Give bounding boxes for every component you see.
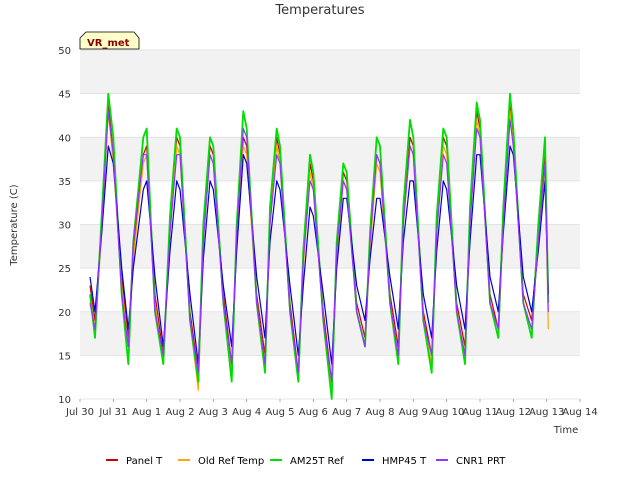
series-lines bbox=[89, 92, 550, 400]
x-tick-label: Aug 5 bbox=[265, 407, 294, 418]
x-tick-label: Aug 14 bbox=[562, 407, 597, 418]
legend-item: Old Ref Temp bbox=[178, 456, 264, 467]
x-tick-label: Aug 11 bbox=[462, 407, 497, 418]
x-tick-label: Aug 1 bbox=[132, 407, 161, 418]
x-tick-label: Aug 7 bbox=[332, 407, 361, 418]
background-band bbox=[80, 137, 580, 181]
x-tick-label: Aug 12 bbox=[496, 407, 531, 418]
x-tick-label: Aug 4 bbox=[232, 407, 261, 418]
y-tick-label: 30 bbox=[58, 221, 71, 232]
grid-lines bbox=[80, 49, 580, 400]
y-axis-ticks: 10 15 20 25 30 35 40 45 50 bbox=[58, 46, 71, 406]
y-tick-label: 45 bbox=[58, 90, 71, 101]
x-tick-label: Aug 6 bbox=[299, 407, 328, 418]
legend-item: CNR1 PRT bbox=[436, 456, 506, 467]
x-tick-label: Jul 31 bbox=[98, 407, 127, 418]
chart-title: Temperatures bbox=[274, 3, 364, 18]
x-axis-label: Time bbox=[553, 425, 578, 436]
y-tick-label: 50 bbox=[58, 46, 71, 57]
x-tick-label: Jul 30 bbox=[65, 407, 94, 418]
y-tick-label: 25 bbox=[58, 264, 71, 275]
y-tick-label: 10 bbox=[58, 395, 71, 406]
site-badge-label: VR_met bbox=[87, 38, 130, 49]
background-band bbox=[80, 224, 580, 269]
y-tick-label: 40 bbox=[58, 133, 71, 144]
x-tick-label: Aug 3 bbox=[199, 407, 228, 418]
legend-label: CNR1 PRT bbox=[456, 456, 506, 467]
y-axis-label: Temperature (C) bbox=[9, 184, 20, 266]
y-tick-label: 20 bbox=[58, 308, 71, 319]
y-tick-label: 35 bbox=[58, 177, 71, 188]
x-tick-label: Aug 13 bbox=[529, 407, 564, 418]
x-tick-label: Aug 10 bbox=[429, 407, 464, 418]
y-tick-label: 15 bbox=[58, 351, 71, 362]
legend-item: AM25T Ref bbox=[270, 456, 344, 467]
x-tick-label: Aug 2 bbox=[165, 407, 194, 418]
legend-item: HMP45 T bbox=[362, 456, 427, 467]
series-line-cnr1-prt bbox=[89, 110, 549, 383]
legend-label: AM25T Ref bbox=[290, 456, 344, 467]
legend-label: Panel T bbox=[126, 456, 163, 467]
background-band bbox=[80, 50, 580, 94]
legend-label: Old Ref Temp bbox=[198, 456, 264, 467]
x-tick-label: Aug 8 bbox=[365, 407, 394, 418]
site-badge: VR_met bbox=[79, 31, 140, 50]
x-axis-ticks: Jul 30 Jul 31 Aug 1 Aug 2 Aug 3 Aug 4 Aug 5 Aug… bbox=[65, 399, 598, 418]
legend-item: Panel T bbox=[106, 456, 163, 467]
x-tick-label: Aug 9 bbox=[399, 407, 428, 418]
legend-label: HMP45 T bbox=[382, 456, 427, 467]
legend: Panel T Old Ref Temp AM25T Ref HMP45 T CNR1 … bbox=[106, 456, 506, 467]
